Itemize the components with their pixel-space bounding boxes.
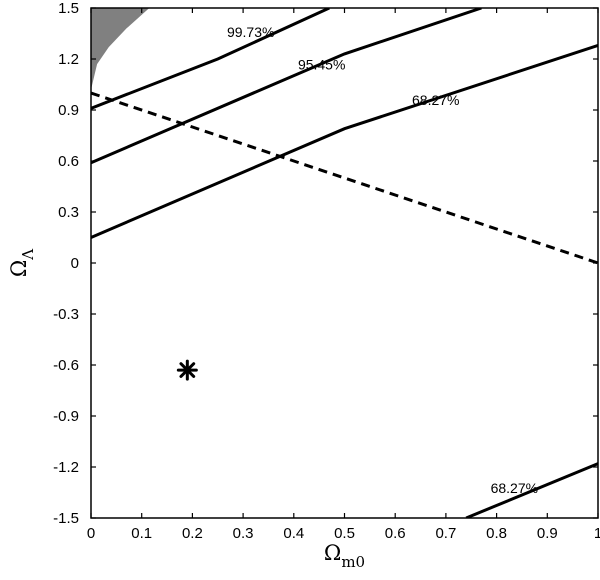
y-tick-label: 0 [71,255,79,272]
y-tick-label: -0.6 [53,357,79,374]
y-tick-label: 0.3 [58,204,79,221]
x-tick-label: 0.6 [385,525,406,542]
x-tick-label: 0.4 [283,525,304,542]
y-tick-label: -0.3 [53,306,79,323]
x-tick-label: 0.5 [334,525,355,542]
contour-line-9545-1 [91,8,482,165]
contour-label-1: 95.45% [298,57,345,73]
y-tick-label: -1.5 [53,510,79,527]
y-tick-label: 1.2 [58,51,79,68]
y-axis-title-main: Ω [7,260,31,277]
x-tick-label: 0.3 [233,525,254,542]
flat-universe-dashed-line [91,91,598,265]
contour-line-9973-2 [91,8,330,110]
contour-label-2: 68.27% [412,92,459,108]
x-tick-label: 0.8 [486,525,507,542]
y-axis-title-subscript: Λ [19,249,37,261]
x-tick-label: 0.1 [131,525,152,542]
tick-marks [90,7,599,519]
y-tick-label: -0.9 [53,408,79,425]
plot-area: 99.73% 95.45% 68.27% 68.27% [91,8,598,518]
x-tick-label: 0 [87,525,95,542]
contour-line-6827-3 [465,462,598,518]
tick-labels: 0 0.1 0.2 0.3 0.4 0.5 0.6 0.7 0.8 0.9 1 1.5 1.2 0.9 0.… [53,0,600,542]
contour-line-6827-0 [91,43,598,239]
y-tick-label: -1.2 [53,459,79,476]
x-tick-label: 1 [594,525,600,542]
x-tick-label: 0.7 [435,525,456,542]
x-tick-label: 0.9 [537,525,558,542]
y-tick-label: 0.9 [58,102,79,119]
y-tick-label: 0.6 [58,153,79,170]
best-fit-marker [176,359,198,381]
y-tick-label: 1.5 [58,0,79,17]
axes-frame [90,7,599,519]
x-axis-title-subscript: m0 [341,553,365,571]
contour-label-0: 99.73% [227,24,274,40]
x-axis-title: Ωm0 [324,541,365,571]
contour-label-3: 68.27% [491,480,538,496]
excluded-region [91,8,150,90]
x-axis-title-main: Ω [324,541,341,565]
x-tick-label: 0.2 [182,525,203,542]
y-axis-title: ΩΛ [7,249,37,277]
